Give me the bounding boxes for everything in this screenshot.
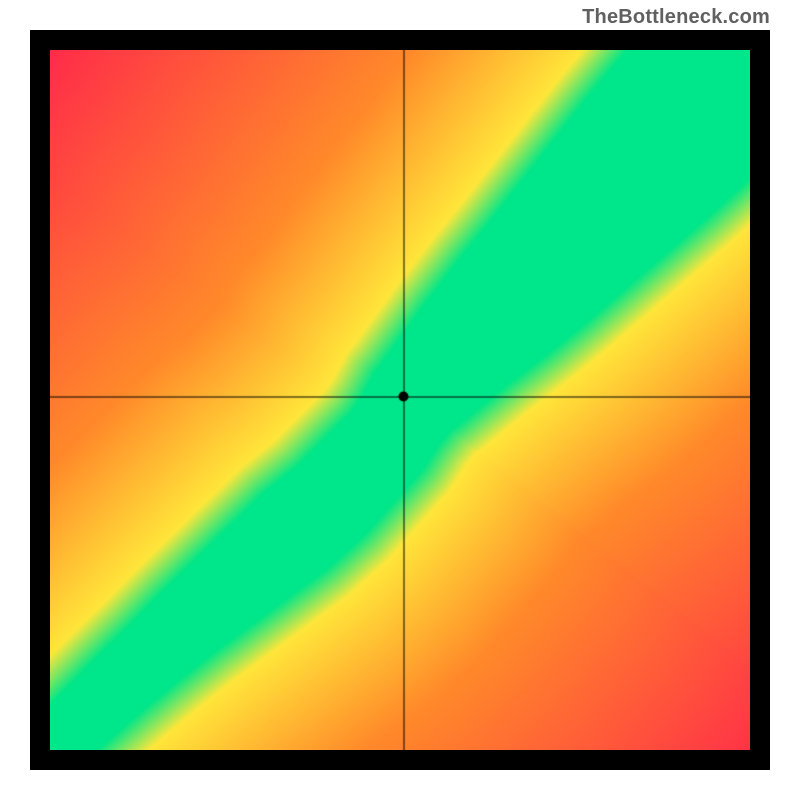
chart-frame: [30, 30, 770, 770]
branding-text: TheBottleneck.com: [582, 6, 770, 29]
heatmap-canvas: [50, 50, 750, 750]
